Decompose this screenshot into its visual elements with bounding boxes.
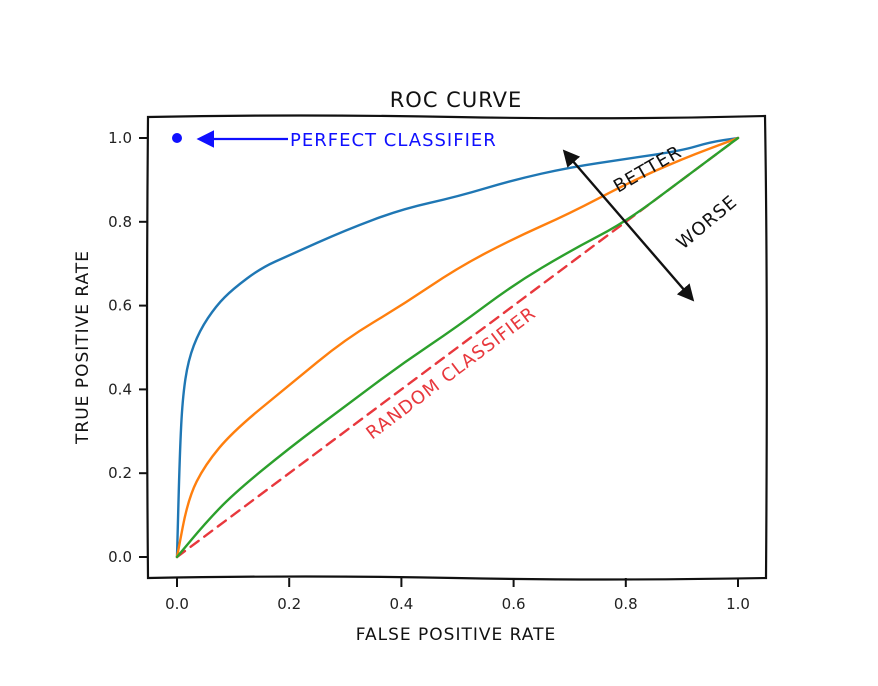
ticks-layer: 0.0 0.2 0.4 0.6 0.8 1.0 0.0 0.2 0.4 0.6 0.8 1.0 (108, 129, 750, 613)
chart-title: ROC CURVE (390, 88, 523, 112)
better-label: BETTER (610, 142, 686, 198)
x-tick-label: 1.0 (726, 595, 750, 613)
perfect-classifier-point (172, 133, 182, 143)
x-tick-label: 0.0 (165, 595, 189, 613)
y-tick-label: 1.0 (108, 129, 132, 147)
y-axis-title: TRUE POSITIVE RATE (73, 250, 93, 445)
x-tick-label: 0.4 (389, 595, 413, 613)
perfect-classifier-label: PERFECT CLASSIFIER (290, 130, 497, 151)
y-tick-label: 0.2 (108, 464, 132, 482)
x-tick-label: 0.2 (277, 595, 301, 613)
x-axis-title: FALSE POSITIVE RATE (356, 625, 556, 645)
better-worse-arrow (562, 149, 695, 302)
plot-frame (145, 114, 768, 581)
random-classifier-line (175, 136, 740, 559)
worse-label: WORSE (673, 191, 742, 254)
y-tick-label: 0.4 (108, 380, 132, 398)
y-tick-label: 0.8 (108, 213, 132, 231)
x-tick-label: 0.8 (614, 595, 638, 613)
y-tick-label: 0.6 (108, 297, 132, 315)
y-tick-label: 0.0 (108, 548, 132, 566)
x-tick-label: 0.6 (502, 595, 526, 613)
series-layer (172, 133, 740, 559)
